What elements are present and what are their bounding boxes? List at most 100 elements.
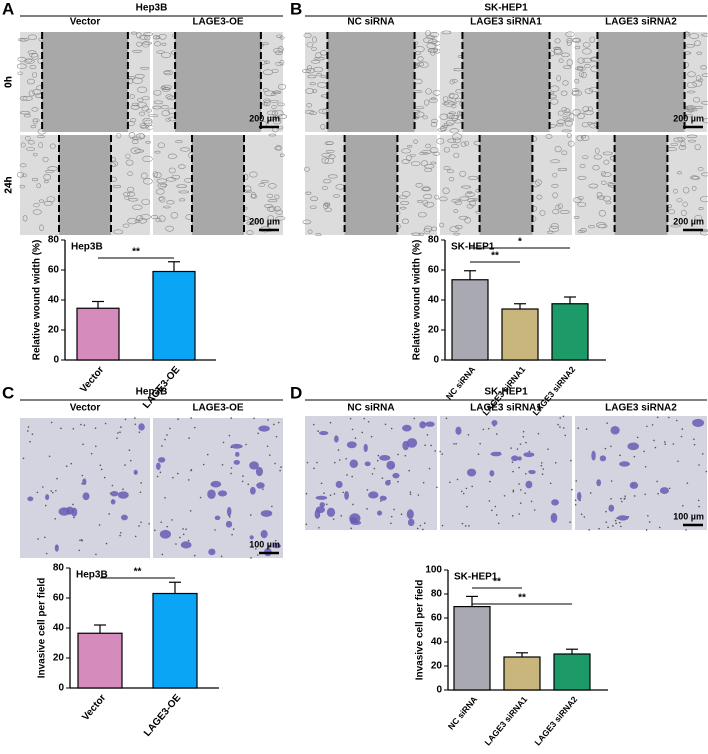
cell [448, 111, 456, 115]
cell [302, 69, 311, 73]
cell [423, 193, 433, 200]
y-tick-label: 20 [428, 325, 440, 336]
panel-title: SK-HEP1 [484, 3, 528, 14]
cell [552, 172, 558, 178]
cell [250, 194, 258, 199]
pore [274, 539, 277, 542]
cell [608, 504, 615, 512]
cell [692, 97, 701, 103]
cell [163, 87, 171, 91]
pore [140, 521, 142, 524]
cell [123, 191, 131, 197]
cell [134, 219, 141, 224]
pore [266, 445, 269, 448]
cell [701, 73, 708, 77]
cell [443, 146, 450, 153]
cell [20, 142, 26, 148]
cell [571, 88, 580, 92]
pore [176, 472, 179, 475]
cell [217, 490, 228, 497]
x-tick-label: Vector [80, 692, 108, 723]
pore [371, 473, 374, 475]
cell [154, 150, 161, 154]
cell [597, 224, 608, 229]
cell [686, 104, 696, 112]
pore [363, 417, 365, 420]
pore [124, 418, 127, 421]
cell [554, 146, 562, 153]
cell [680, 209, 687, 217]
pore [81, 474, 84, 477]
cell [417, 199, 423, 203]
cell [454, 119, 462, 124]
pore [540, 462, 543, 464]
cell [167, 153, 177, 159]
pore [166, 525, 169, 528]
pore [524, 492, 526, 494]
cell [168, 167, 176, 174]
cell [344, 490, 349, 500]
pore [166, 434, 168, 436]
cell [45, 169, 54, 173]
pore [409, 493, 412, 496]
cell [273, 47, 283, 54]
row-label: 24h [4, 176, 15, 193]
pore [417, 494, 420, 496]
cell [422, 199, 429, 206]
panel-title: SK-HEP1 [484, 387, 528, 398]
cell [82, 478, 87, 486]
pore [698, 505, 700, 508]
cell [552, 208, 560, 215]
pore [120, 426, 122, 428]
pore [193, 554, 196, 557]
cell [335, 480, 343, 488]
cell [691, 176, 700, 180]
pore [605, 510, 607, 513]
cell [464, 192, 475, 197]
pore [138, 525, 140, 527]
cell [556, 75, 561, 82]
cell [22, 96, 33, 101]
pore [537, 432, 540, 435]
micrograph [20, 418, 150, 558]
cell [113, 229, 124, 235]
cell [143, 32, 154, 36]
cell [39, 224, 44, 231]
cell [165, 117, 171, 122]
significance-label: ** [491, 251, 499, 262]
cell [325, 149, 335, 153]
pore [409, 491, 412, 493]
bar [152, 592, 198, 689]
pore [549, 482, 552, 485]
cell [467, 198, 476, 203]
x-tick-label: LAGE3-OE [142, 692, 183, 738]
pore [277, 421, 280, 424]
pore [610, 497, 612, 500]
pore [510, 447, 512, 449]
cell [266, 206, 277, 212]
pore [645, 529, 648, 531]
pore [354, 437, 357, 439]
cell [677, 137, 686, 142]
scale-bar-label: 200 µm [673, 216, 704, 226]
cell [439, 196, 448, 202]
pore [656, 480, 658, 483]
cell [156, 178, 168, 184]
pore [72, 503, 74, 506]
pore [585, 428, 588, 431]
pore [542, 468, 544, 470]
cell [140, 214, 151, 220]
cell [225, 520, 233, 528]
cell [572, 90, 580, 96]
cell [210, 480, 222, 488]
cell [670, 224, 681, 228]
pore [577, 427, 580, 430]
cell [418, 232, 424, 236]
cell [249, 535, 254, 540]
cell [692, 80, 703, 87]
cell [687, 71, 696, 78]
cell [132, 204, 143, 210]
cell [158, 196, 164, 201]
pore [541, 473, 544, 476]
cell [577, 202, 587, 207]
